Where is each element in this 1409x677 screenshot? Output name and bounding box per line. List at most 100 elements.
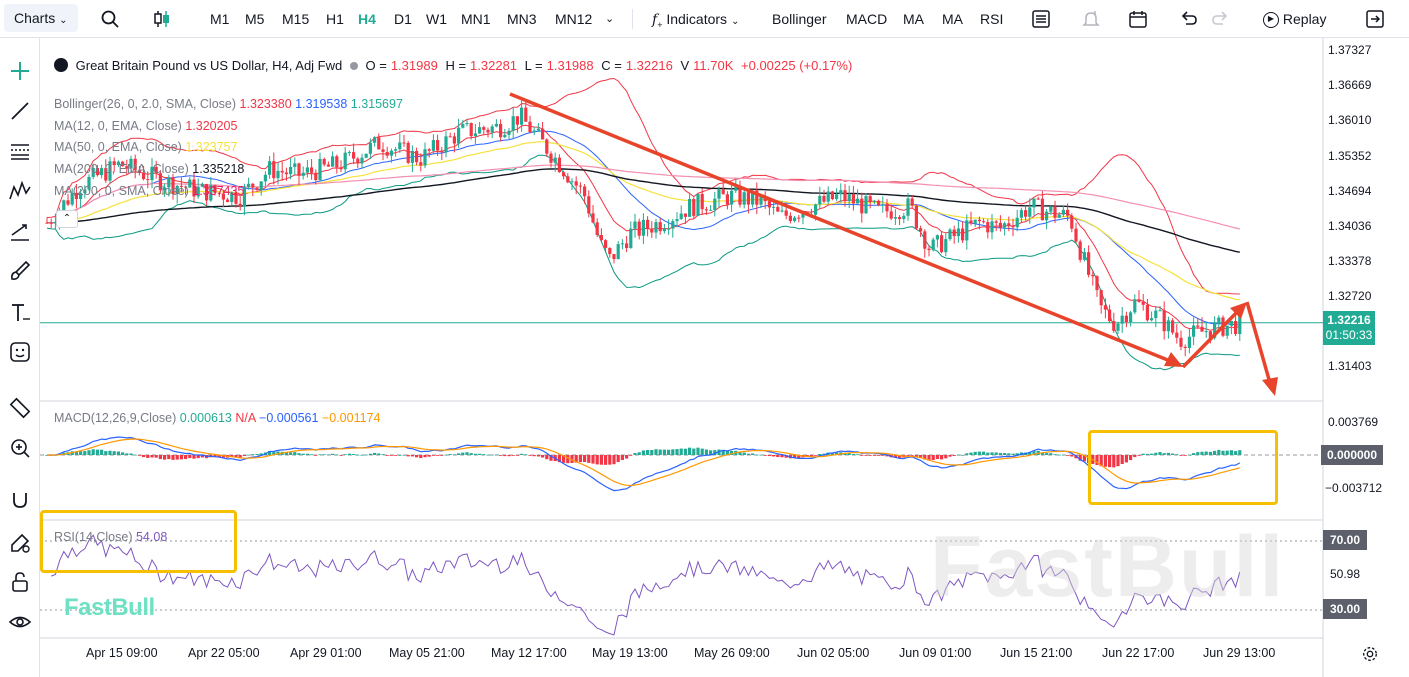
candle-body	[730, 190, 734, 205]
trend-line-icon[interactable]	[8, 99, 32, 123]
low-value: 1.31988	[546, 58, 594, 73]
macd-histogram-bar	[1103, 455, 1107, 467]
macd-histogram-bar	[1183, 455, 1187, 456]
timeframe-m5[interactable]: M5	[245, 11, 265, 27]
candle-body	[230, 192, 234, 203]
timeframe-more-chevron-icon[interactable]: ⌄	[605, 13, 615, 25]
current-price-value: 1.32216	[1327, 313, 1371, 327]
macd-histogram-bar	[242, 455, 246, 456]
chart-canvas[interactable]	[40, 38, 1409, 677]
candle-body	[478, 127, 482, 134]
ruler-icon[interactable]	[8, 396, 32, 420]
macd-histogram-bar	[671, 449, 675, 455]
macd-histogram-bar	[755, 454, 759, 456]
timeframe-mn3[interactable]: MN3	[507, 11, 537, 27]
quick-indicator-rsi[interactable]: RSI	[980, 11, 1004, 27]
quick-indicator-bollinger[interactable]: Bollinger	[772, 11, 827, 27]
pattern-icon[interactable]	[8, 179, 32, 203]
timeframe-d1[interactable]: D1	[394, 11, 412, 27]
magnet-icon[interactable]	[8, 489, 32, 513]
candle-body	[667, 228, 671, 230]
candle-body	[213, 185, 217, 193]
ma50-legend[interactable]: MA(50, 0, EMA, Close) 1.323757	[54, 140, 237, 154]
replay-button[interactable]: ▶ Replay	[1263, 0, 1326, 38]
ma12-value: 1.320205	[185, 119, 238, 133]
brush-icon[interactable]	[8, 259, 32, 283]
calendar-replay-icon[interactable]	[1128, 9, 1148, 29]
quick-indicator-ma-1[interactable]: MA	[903, 11, 924, 27]
zoom-in-icon[interactable]	[8, 436, 32, 460]
candle-body	[511, 116, 515, 131]
rsi-legend[interactable]: RSI(14,Close) 54.08	[54, 530, 167, 544]
timeframe-m1[interactable]: M1	[210, 11, 230, 27]
candlestick-type-icon[interactable]	[152, 9, 172, 29]
timeframe-w1[interactable]: W1	[426, 11, 447, 27]
symbol-name[interactable]: Great Britain Pound vs US Dollar, H4, Ad…	[75, 58, 343, 73]
undo-icon[interactable]	[1178, 9, 1198, 29]
macd-histogram-bar	[1204, 451, 1208, 455]
macd-histogram-bar	[482, 454, 486, 455]
emoji-icon[interactable]	[8, 340, 32, 364]
crosshair-icon[interactable]	[8, 59, 32, 83]
candle-body	[255, 187, 259, 190]
macd-histogram-bar	[784, 455, 788, 458]
macd-histogram-bar	[742, 452, 746, 455]
open-value: 1.31989	[390, 58, 438, 73]
candle-body	[322, 158, 326, 165]
quick-indicator-macd[interactable]: MACD	[846, 11, 888, 27]
candle-body	[352, 152, 356, 159]
timeframe-h1[interactable]: H1	[326, 11, 344, 27]
macd-histogram-bar	[1200, 451, 1204, 455]
macd-histogram-bar	[612, 455, 616, 465]
exit-fullscreen-icon[interactable]	[1365, 9, 1385, 29]
macd-histogram-bar	[843, 453, 847, 455]
candle-body	[335, 156, 339, 168]
candle-body	[742, 192, 746, 205]
charts-dropdown[interactable]: Charts ⌄	[4, 4, 78, 32]
projection-icon[interactable]	[8, 219, 32, 243]
text-tool-icon[interactable]	[8, 301, 32, 325]
candle-body	[797, 217, 801, 219]
candle-body	[1091, 274, 1095, 277]
macd-histogram-bar	[389, 455, 393, 456]
indicators-button[interactable]: f+ Indicators ⌄	[652, 0, 739, 38]
macd-histogram-bar	[591, 455, 595, 464]
layout-template-icon[interactable]	[1031, 9, 1051, 29]
collapse-legend-chevron-icon[interactable]: ⌃	[56, 210, 78, 228]
macd-histogram-bar	[1078, 455, 1082, 461]
quick-indicator-ma-2[interactable]: MA	[942, 11, 963, 27]
timeframe-mn1[interactable]: MN1	[461, 11, 491, 27]
eye-icon[interactable]	[8, 610, 32, 634]
macd-histogram-bar	[914, 455, 918, 457]
chart-area[interactable]: Great Britain Pound vs US Dollar, H4, Ad…	[40, 38, 1409, 677]
candle-body	[927, 248, 931, 251]
horizontal-lines-icon[interactable]	[8, 139, 32, 163]
redo-icon[interactable]	[1211, 9, 1231, 29]
candle-body	[562, 172, 566, 177]
macd-histogram-bar	[856, 454, 860, 456]
macd-legend[interactable]: MACD(12,26,9,Close) 0.000613 N/A −0.0005…	[54, 411, 380, 425]
chart-settings-gear-icon[interactable]	[1361, 645, 1379, 663]
bollinger-legend[interactable]: Bollinger(26, 0, 2.0, SMA, Close) 1.3233…	[54, 97, 403, 111]
alert-icon[interactable]	[1081, 9, 1101, 29]
sma200-legend[interactable]: MA(200, 0, SMA, Close) 1.337435	[54, 184, 244, 198]
candle-body	[935, 235, 939, 240]
candle-body	[864, 196, 868, 214]
lock-icon[interactable]	[8, 570, 32, 594]
ma12-legend[interactable]: MA(12, 0, EMA, Close) 1.320205	[54, 119, 237, 133]
macd-histogram-bar	[352, 454, 356, 455]
timeframe-mn12[interactable]: MN12	[555, 11, 593, 27]
candle-body	[368, 142, 372, 154]
candle-body	[1112, 321, 1116, 331]
search-icon[interactable]	[100, 9, 120, 29]
candle-body	[1053, 206, 1057, 218]
ema200-legend[interactable]: MA(200, 0, EMA, Close) 1.335218	[54, 162, 244, 176]
candle-body	[389, 150, 393, 156]
timeframe-h4[interactable]: H4	[358, 11, 376, 27]
candle-body	[301, 172, 305, 176]
macd-histogram-bar	[1154, 452, 1158, 455]
candle-body	[238, 203, 242, 207]
timeframe-m15[interactable]: M15	[282, 11, 310, 27]
candle-body	[1166, 320, 1170, 332]
stay-in-drawing-mode-icon[interactable]	[8, 531, 32, 555]
